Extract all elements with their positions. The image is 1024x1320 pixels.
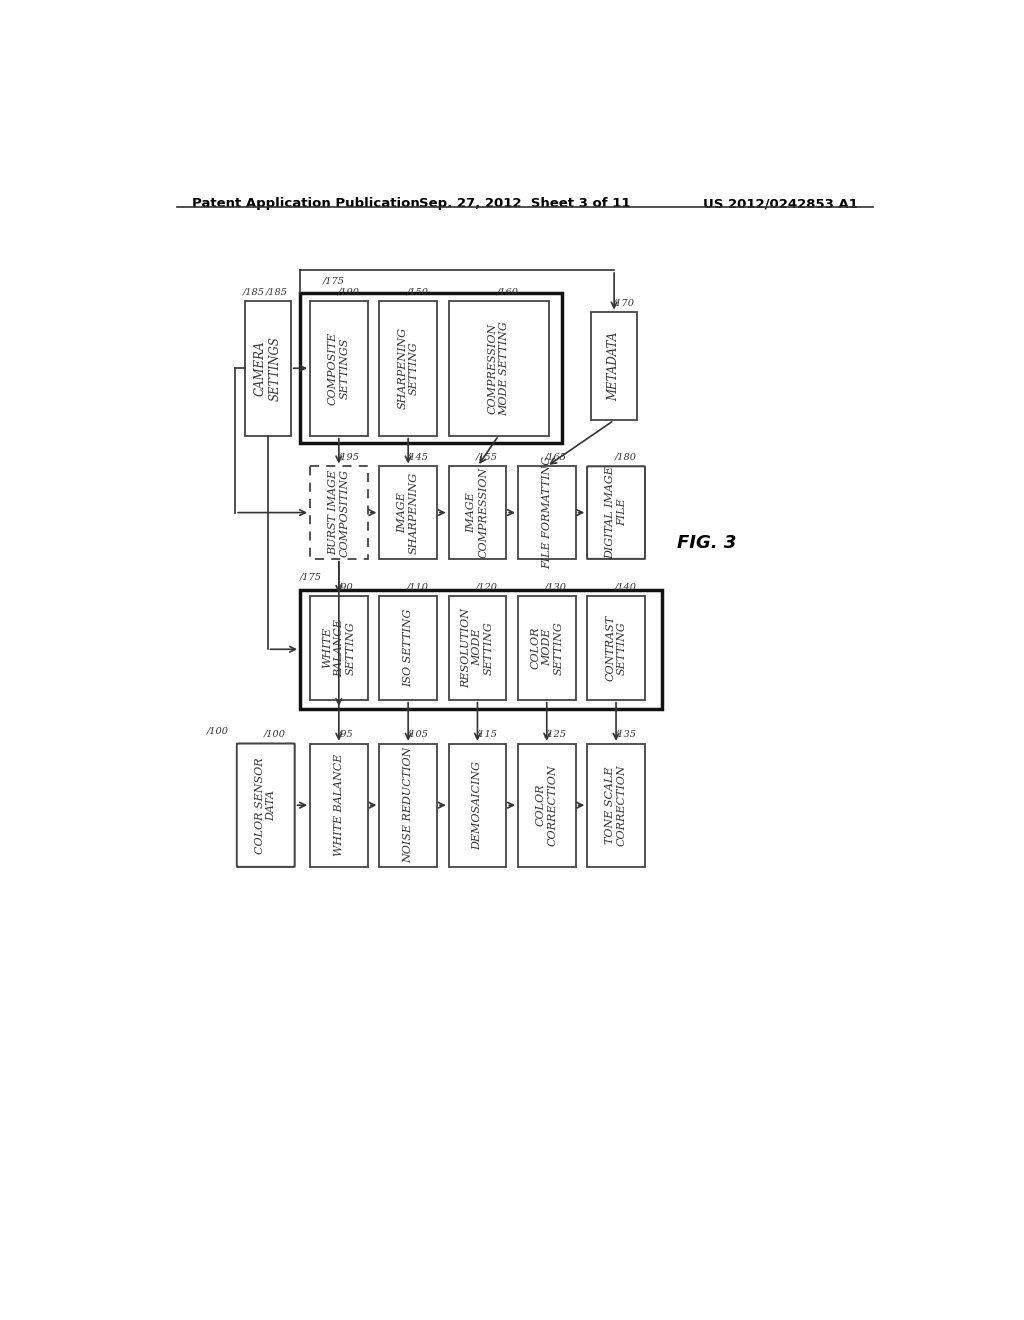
Text: FILE FORMATTING: FILE FORMATTING (542, 455, 552, 569)
Text: /190: /190 (337, 288, 359, 296)
Bar (591, 313, 637, 420)
Text: COMPRESSION
MODE SETTING: COMPRESSION MODE SETTING (487, 321, 509, 416)
Text: IMAGE
COMPRESSION: IMAGE COMPRESSION (467, 467, 488, 558)
Text: /155: /155 (476, 453, 498, 462)
Text: TONE SCALE
CORRECTION: TONE SCALE CORRECTION (605, 764, 627, 846)
Text: /90: /90 (337, 582, 353, 591)
Bar (379, 595, 437, 700)
Text: /140: /140 (614, 582, 637, 591)
Bar (449, 743, 506, 867)
Text: /165: /165 (545, 453, 567, 462)
FancyBboxPatch shape (587, 466, 645, 558)
Text: /195: /195 (337, 453, 359, 462)
Text: /185: /185 (243, 288, 265, 296)
Text: /175: /175 (300, 573, 322, 582)
Text: DIGITAL IMAGE
FILE: DIGITAL IMAGE FILE (605, 466, 627, 560)
Bar (310, 466, 368, 558)
Bar (518, 743, 575, 867)
Bar (245, 301, 291, 436)
Text: /170: /170 (612, 298, 635, 308)
Text: /120: /120 (476, 582, 498, 591)
Text: WHITE
BALANCE
SETTING: WHITE BALANCE SETTING (323, 619, 355, 677)
Bar (379, 301, 437, 436)
Text: /100: /100 (207, 727, 229, 737)
Bar (310, 595, 368, 700)
Text: CAMERA
SETTINGS: CAMERA SETTINGS (254, 335, 282, 401)
Text: NOISE REDUCTION: NOISE REDUCTION (403, 747, 413, 863)
Bar (449, 595, 506, 700)
Text: /115: /115 (476, 730, 498, 739)
Text: Sep. 27, 2012  Sheet 3 of 11: Sep. 27, 2012 Sheet 3 of 11 (419, 197, 631, 210)
Text: /175: /175 (323, 276, 345, 285)
Text: Patent Application Publication: Patent Application Publication (193, 197, 420, 210)
Text: /135: /135 (614, 730, 637, 739)
Text: SHARPENING
SETTING: SHARPENING SETTING (397, 327, 419, 409)
Text: CONTRAST
SETTING: CONTRAST SETTING (605, 615, 627, 681)
Text: /130: /130 (545, 582, 567, 591)
Text: COLOR
CORRECTION: COLOR CORRECTION (536, 764, 557, 846)
Text: BURST IMAGE
COMPOSITING: BURST IMAGE COMPOSITING (328, 469, 349, 557)
Text: /110: /110 (407, 582, 429, 591)
Text: FIG. 3: FIG. 3 (677, 535, 736, 552)
Bar (300, 293, 562, 444)
Text: /95: /95 (337, 730, 353, 739)
FancyBboxPatch shape (237, 743, 295, 867)
Bar (587, 743, 645, 867)
Text: COLOR SENSOR
DATA: COLOR SENSOR DATA (255, 756, 276, 854)
Text: /185: /185 (266, 288, 288, 296)
Text: COLOR
MODE
SETTING: COLOR MODE SETTING (530, 620, 563, 675)
Text: WHITE BALANCE: WHITE BALANCE (334, 754, 344, 857)
Bar (300, 590, 662, 709)
Bar (379, 466, 437, 558)
Text: /100: /100 (264, 730, 286, 739)
Text: IMAGE
SHARPENING: IMAGE SHARPENING (397, 471, 419, 553)
Text: /150: /150 (407, 288, 429, 296)
Text: RESOLUTION
MODE
SETTING: RESOLUTION MODE SETTING (461, 607, 494, 688)
Text: /125: /125 (545, 730, 567, 739)
Text: /180: /180 (614, 453, 637, 462)
Bar (587, 595, 645, 700)
Bar (518, 595, 575, 700)
Text: METADATA: METADATA (607, 331, 621, 401)
Text: /105: /105 (407, 730, 429, 739)
Bar (379, 743, 437, 867)
Bar (449, 301, 549, 436)
Bar (310, 743, 368, 867)
Bar (518, 466, 575, 558)
Text: /160: /160 (497, 288, 519, 296)
Text: /145: /145 (407, 453, 429, 462)
FancyBboxPatch shape (237, 743, 295, 867)
Text: DEMOSAICING: DEMOSAICING (472, 760, 482, 850)
Bar (449, 466, 506, 558)
Text: ISO SETTING: ISO SETTING (403, 609, 413, 686)
Bar (310, 301, 368, 436)
Text: COMPOSITE
SETTINGS: COMPOSITE SETTINGS (328, 331, 349, 405)
FancyBboxPatch shape (587, 466, 645, 558)
Text: US 2012/0242853 A1: US 2012/0242853 A1 (702, 197, 857, 210)
